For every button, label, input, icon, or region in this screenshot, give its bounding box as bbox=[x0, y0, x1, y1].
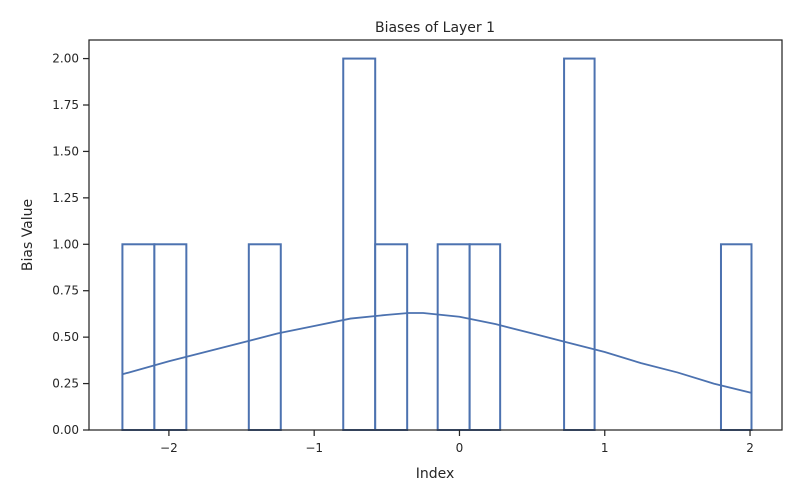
y-tick-label-1: 0.25 bbox=[52, 377, 79, 391]
x-tick-label-0: −2 bbox=[160, 441, 178, 455]
kde-curve bbox=[122, 312, 752, 394]
x-axis-label: Index bbox=[416, 466, 455, 482]
histogram-bar-10 bbox=[436, 243, 471, 431]
histogram-bar-0 bbox=[121, 243, 156, 431]
ticks-group: −2 −1 0 1 2 0.00 0.25 0.50 0.75 1.00 1.25 1.50 1.75 2… bbox=[52, 52, 754, 455]
y-tick-label-8: 2.00 bbox=[52, 52, 79, 66]
histogram-bar-1 bbox=[153, 243, 188, 431]
histogram-bar-14 bbox=[563, 57, 596, 431]
histogram-bar-8 bbox=[374, 243, 409, 431]
y-tick-label-5: 1.25 bbox=[52, 191, 79, 205]
axes-group bbox=[88, 39, 783, 431]
histogram-bar-19 bbox=[719, 243, 753, 431]
y-axis-label: Bias Value bbox=[20, 199, 36, 271]
x-tick-label-1: −1 bbox=[305, 441, 323, 455]
histogram-bar-7 bbox=[342, 57, 377, 431]
chart-title: Biases of Layer 1 bbox=[375, 20, 495, 36]
y-tick-label-3: 0.75 bbox=[52, 284, 79, 298]
bars-group bbox=[121, 57, 753, 431]
y-tick-label-7: 1.75 bbox=[52, 98, 79, 112]
x-tick-label-3: 1 bbox=[601, 441, 609, 455]
x-tick-label-2: 0 bbox=[456, 441, 464, 455]
y-tick-label-0: 0.00 bbox=[52, 423, 79, 437]
y-tick-label-4: 1.00 bbox=[52, 237, 79, 251]
plot-frame bbox=[88, 39, 783, 431]
curve-group bbox=[122, 312, 752, 394]
y-tick-label-2: 0.50 bbox=[52, 330, 79, 344]
x-tick-label-4: 2 bbox=[746, 441, 754, 455]
histogram-bar-11 bbox=[468, 243, 502, 431]
y-tick-label-6: 1.50 bbox=[52, 144, 79, 158]
